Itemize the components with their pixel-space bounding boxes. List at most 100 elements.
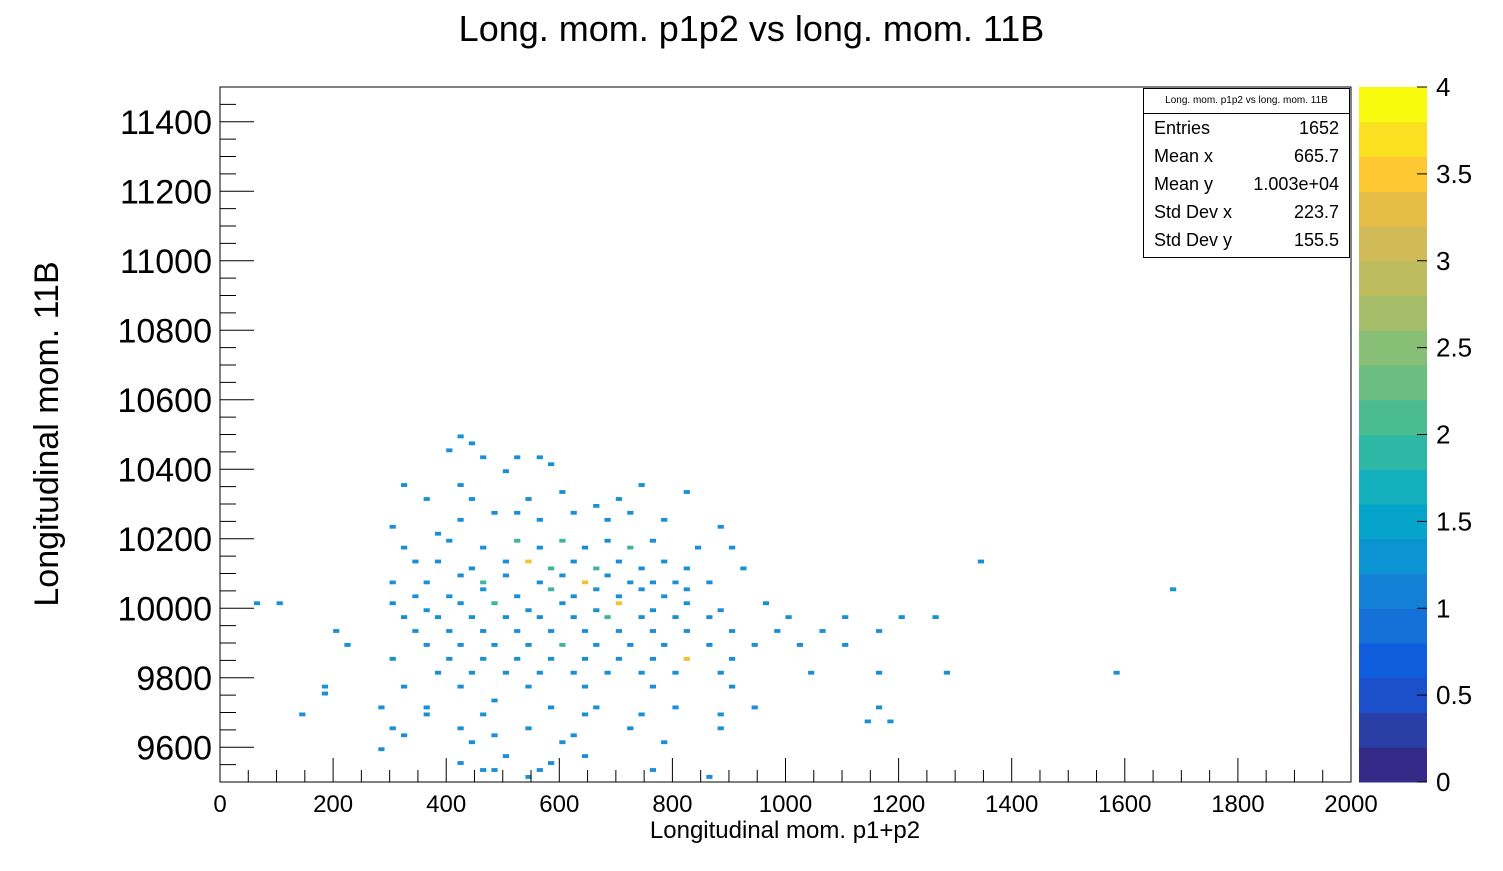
heatmap-cell	[593, 587, 600, 592]
heatmap-cell	[559, 740, 566, 745]
heatmap-cell	[638, 712, 645, 717]
heatmap-cell	[548, 462, 555, 467]
colorbar-tick-label: 1	[1436, 593, 1450, 623]
colorbar-segment	[1359, 260, 1427, 296]
heatmap-cell	[548, 761, 555, 765]
heatmap-cell	[536, 580, 543, 585]
stats-label: Mean y	[1154, 174, 1214, 194]
heatmap-cell	[412, 594, 419, 599]
heatmap-cell	[876, 670, 883, 675]
x-tick-label: 600	[539, 791, 579, 818]
heatmap-cell	[491, 733, 498, 738]
heatmap-cell	[344, 643, 351, 647]
colorbar-tick-label: 2	[1436, 420, 1450, 450]
heatmap-cell	[468, 740, 476, 745]
heatmap-cell	[401, 483, 408, 487]
heatmap-cell	[672, 615, 679, 619]
heatmap-cell	[389, 726, 396, 731]
heatmap-cell	[536, 768, 543, 772]
colorbar-segment	[1359, 677, 1427, 713]
heatmap-cell	[570, 670, 577, 675]
heatmap-cell	[615, 594, 623, 599]
heatmap-cell	[559, 538, 566, 543]
heatmap-cell	[604, 615, 611, 619]
x-tick-label: 200	[313, 791, 353, 818]
heatmap-cell	[593, 504, 600, 508]
heatmap-cell	[717, 608, 724, 613]
heatmap-cell	[480, 712, 487, 717]
heatmap-cell	[525, 559, 532, 564]
heatmap-cell	[683, 656, 690, 661]
heatmap-cell	[378, 747, 385, 752]
heatmap-cell	[672, 705, 679, 710]
x-tick-label: 2000	[1324, 791, 1377, 818]
stats-value: 665.7	[1293, 146, 1339, 166]
heatmap-cell	[638, 587, 645, 592]
heatmap-cell	[706, 643, 713, 647]
heatmap-cell	[627, 580, 634, 585]
colorbar-tick-label: 1.5	[1436, 506, 1472, 536]
heatmap-cell	[548, 705, 555, 710]
colorbar-tick-label: 4	[1436, 72, 1450, 102]
colorbar-segment	[1359, 87, 1427, 123]
heatmap-cell	[842, 615, 849, 619]
heatmap-cell	[321, 691, 329, 696]
heatmap-cell	[468, 497, 476, 501]
colorbar-segment	[1359, 504, 1427, 540]
colorbar-segment	[1359, 295, 1427, 331]
heatmap-cell	[661, 559, 668, 564]
x-tick-label: 0	[213, 791, 226, 818]
colorbar-tick-label: 2.5	[1436, 333, 1472, 363]
heatmap-cell	[525, 775, 532, 779]
heatmap-cell	[548, 566, 555, 571]
heatmap-cell	[627, 545, 634, 550]
heatmap-cell	[491, 698, 498, 703]
heatmap-cell	[468, 566, 476, 571]
y-tick-label: 11400	[120, 104, 212, 142]
colorbar-segment	[1359, 538, 1427, 574]
stats-value: 155.5	[1293, 230, 1339, 250]
heatmap-cell	[423, 580, 430, 585]
heatmap-cell	[559, 573, 566, 578]
heatmap-cell	[581, 545, 589, 550]
heatmap-cell	[661, 594, 668, 599]
heatmap-cell	[457, 434, 464, 439]
stats-title: Long. mom. p1p2 vs long. mom. 11B	[1144, 89, 1349, 114]
colorbar-segment	[1359, 399, 1427, 435]
colorbar-segment	[1359, 226, 1427, 262]
heatmap-cell	[514, 629, 521, 633]
heatmap-cell	[649, 768, 657, 772]
heatmap-cell	[604, 517, 611, 522]
heatmap-cell	[468, 441, 476, 446]
heatmap-cell	[378, 705, 385, 710]
heatmap-cell	[717, 712, 724, 717]
colorbar-segment	[1359, 121, 1427, 157]
heatmap-cell	[514, 538, 521, 543]
heatmap-cell	[536, 517, 543, 522]
heatmap-cell	[570, 615, 577, 619]
heatmap-cell	[593, 643, 600, 647]
heatmap-cell	[434, 615, 442, 619]
y-tick-label: 10200	[117, 521, 212, 559]
heatmap-cell	[649, 580, 657, 585]
heatmap-cell	[649, 608, 657, 613]
heatmap-cell	[457, 573, 464, 578]
heatmap-cell	[570, 733, 577, 738]
heatmap-cell	[548, 629, 555, 633]
heatmap-cell	[683, 587, 690, 592]
heatmap-cell	[570, 510, 577, 515]
colorbar-segment	[1359, 608, 1427, 644]
heatmap-cell	[751, 705, 758, 710]
heatmap-cell	[570, 559, 577, 564]
heatmap-cell	[661, 740, 668, 745]
colorbar-segment	[1359, 643, 1427, 679]
heatmap-cell	[299, 712, 306, 717]
heatmap-cell	[525, 684, 532, 689]
heatmap-cell	[457, 517, 464, 522]
heatmap-cell	[672, 580, 679, 585]
heatmap-cell	[649, 538, 657, 543]
heatmap-cell	[649, 684, 657, 689]
heatmap-cell	[401, 733, 408, 738]
y-tick-label: 10400	[117, 451, 212, 489]
y-axis-label: Longitudinal mom. 11B	[28, 261, 66, 606]
